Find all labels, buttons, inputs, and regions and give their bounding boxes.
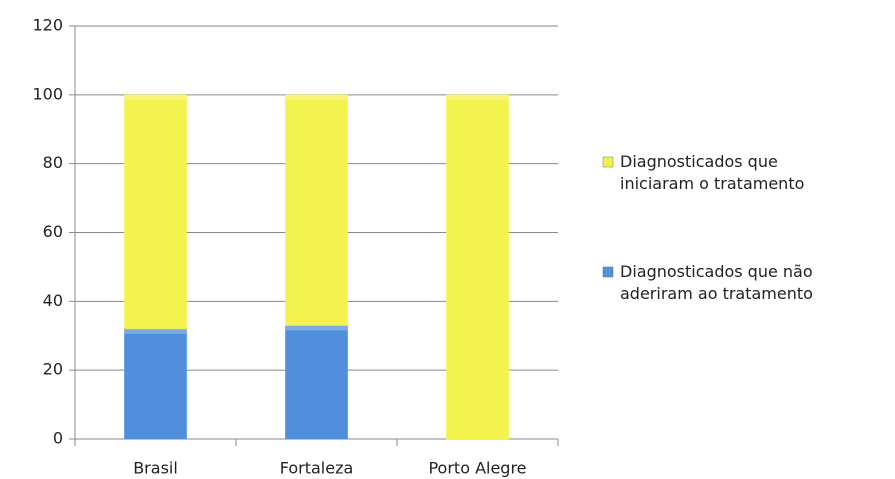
y-tick-label: 100: [32, 84, 63, 103]
legend-swatch: [602, 266, 614, 278]
legend-label: Diagnosticados que não aderiram ao trata…: [620, 262, 818, 303]
x-tick-label: Brasil: [133, 459, 178, 478]
legend-label: Diagnosticados que iniciaram o tratament…: [620, 152, 804, 193]
y-tick-label: 20: [43, 360, 63, 379]
bar-highlight: [285, 325, 348, 331]
bar-highlight: [285, 94, 348, 100]
bar-highlight: [446, 94, 509, 100]
y-tick-label: 60: [43, 222, 63, 241]
y-tick-label: 40: [43, 291, 63, 310]
y-tick-label: 120: [32, 16, 63, 35]
bar-segment: [124, 94, 187, 330]
x-tick-label: Porto Alegre: [428, 459, 526, 478]
bar-segment: [124, 328, 187, 440]
bar-segment: [446, 94, 509, 440]
bar-highlight: [124, 328, 187, 334]
y-tick-label: 80: [43, 153, 63, 172]
bar-segment: [285, 94, 348, 326]
legend-swatch: [602, 156, 614, 168]
bar-segment: [285, 324, 348, 440]
y-tick-label: 0: [53, 429, 63, 448]
x-tick-label: Fortaleza: [280, 459, 354, 478]
bar-highlight: [124, 94, 187, 100]
